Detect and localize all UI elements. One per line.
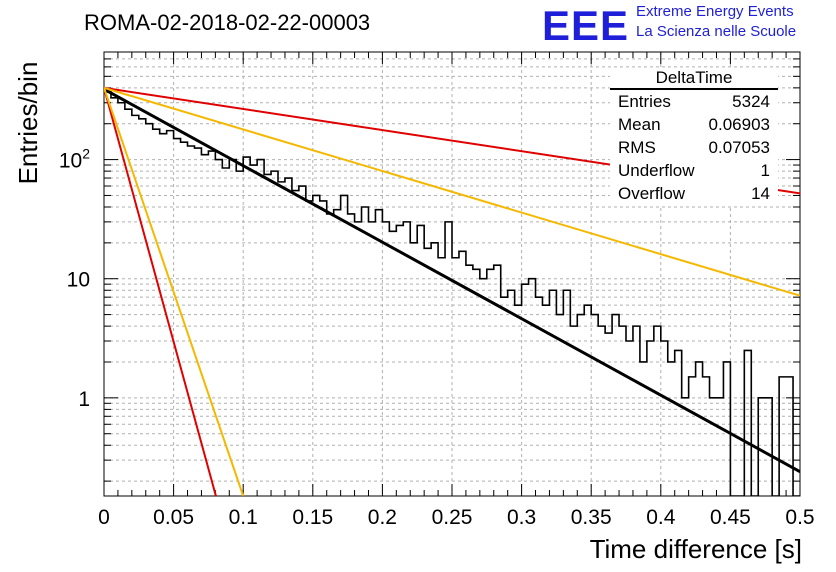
x-tick-label: 0.35 <box>571 506 612 529</box>
eee-logo: EEE <box>542 2 630 49</box>
chart-title: ROMA-02-2018-02-22-00003 <box>84 10 371 35</box>
stats-value: 5324 <box>732 92 770 111</box>
y-tick-label: 1 <box>78 388 90 411</box>
logo-tagline-2: La Scienza nelle Scuole <box>636 23 797 40</box>
x-tick-label: 0.1 <box>229 506 258 529</box>
fit-line-fit <box>104 87 800 473</box>
x-tick-label: 0.05 <box>153 506 194 529</box>
x-tick-label: 0.45 <box>710 506 751 529</box>
stats-value: 1 <box>760 161 770 180</box>
stats-value: 0.06903 <box>708 115 770 134</box>
stats-name: DeltaTime <box>610 68 778 90</box>
stats-row-overflow: Overflow 14 <box>610 182 778 205</box>
logo-tagline-1: Extreme Energy Events <box>636 3 794 20</box>
x-tick-label: 0.15 <box>292 506 333 529</box>
y-tick-label: 102 <box>59 146 90 173</box>
stats-label: Entries <box>618 92 671 111</box>
x-tick-label: 0.25 <box>432 506 473 529</box>
fit-line-orange-fast <box>104 87 245 496</box>
stats-row-underflow: Underflow 1 <box>610 159 778 182</box>
fit-line-orange-slow <box>104 86 800 297</box>
x-tick-label: 0.4 <box>646 506 676 529</box>
histogram-series <box>104 91 800 496</box>
stats-value: 0.07053 <box>708 138 770 157</box>
stats-label: Underflow <box>618 161 695 180</box>
x-tick-label: 0.2 <box>368 506 397 529</box>
stats-row-mean: Mean 0.06903 <box>610 113 778 136</box>
stats-label: Mean <box>618 115 661 134</box>
x-axis-label: Time difference [s] <box>589 534 802 564</box>
stats-box: DeltaTime Entries 5324 Mean 0.06903 RMS … <box>610 68 778 205</box>
stats-row-entries: Entries 5324 <box>610 90 778 113</box>
fit-line-red-fast <box>104 87 217 496</box>
x-tick-label: 0.5 <box>785 506 814 529</box>
y-tick-label: 10 <box>67 269 90 292</box>
y-axis-label: Entries/bin <box>13 61 43 185</box>
x-tick-label: 0 <box>98 506 110 529</box>
stats-row-rms: RMS 0.07053 <box>610 136 778 159</box>
stats-label: Overflow <box>618 184 686 203</box>
stats-value: 14 <box>751 184 770 203</box>
x-tick-label: 0.3 <box>507 506 536 529</box>
stats-label: RMS <box>618 138 656 157</box>
